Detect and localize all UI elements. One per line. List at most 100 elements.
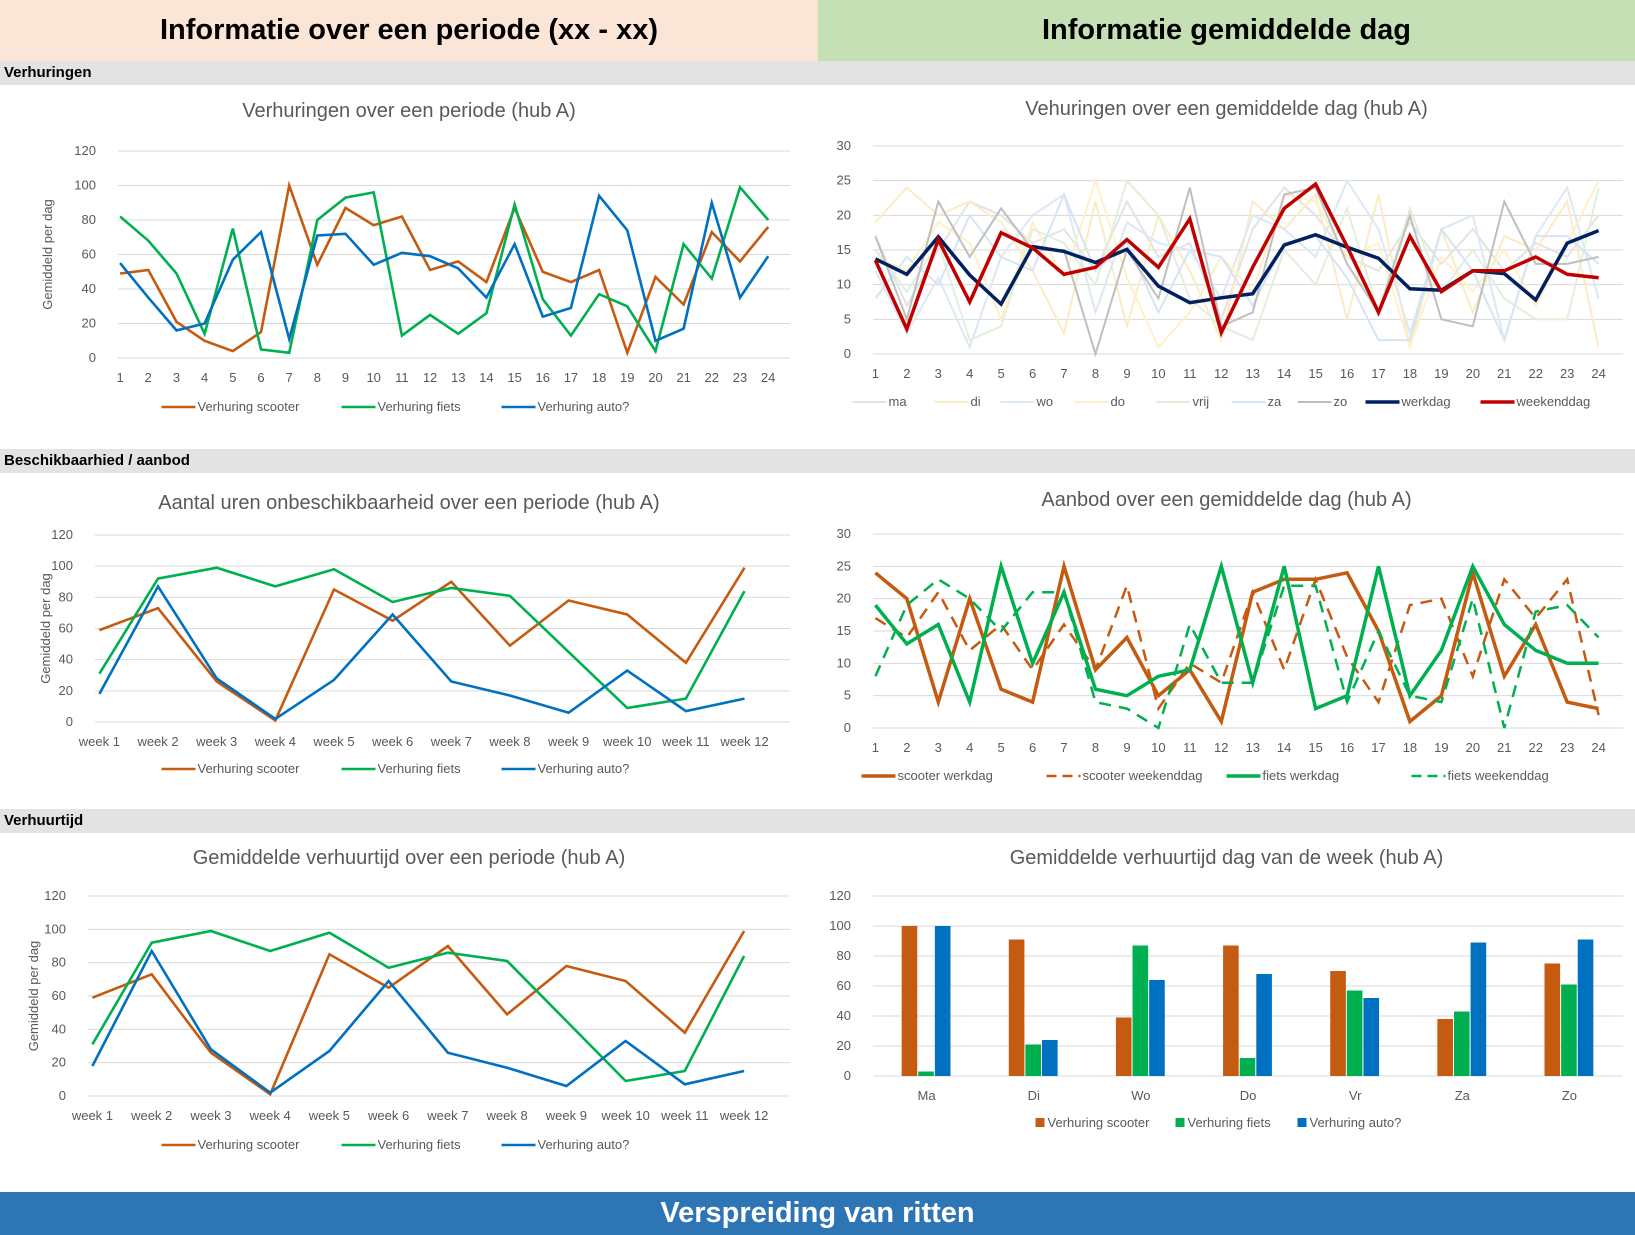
x-tick-label: 24 bbox=[761, 370, 775, 385]
bar-verhuring-auto bbox=[1470, 942, 1487, 1076]
legend-swatch bbox=[1035, 1118, 1045, 1127]
x-tick-label: 22 bbox=[705, 370, 719, 385]
x-tick-label: week 11 bbox=[661, 734, 709, 749]
line-scooter-weekenddag bbox=[874, 575, 1600, 716]
x-tick-label: 6 bbox=[1029, 366, 1036, 381]
legend-item: Verhuring scooter bbox=[1035, 1115, 1151, 1130]
legend-item: Verhuring auto? bbox=[501, 761, 629, 776]
legend-label: Verhuring scooter bbox=[1048, 1115, 1151, 1130]
legend-item: zo bbox=[1297, 394, 1347, 409]
bar-verhuring-scooter bbox=[1008, 939, 1025, 1076]
x-tick-label: 3 bbox=[935, 366, 942, 381]
chart-unavailability-period: Aantal uren onbeschikbaarheid over een p… bbox=[0, 473, 818, 809]
header-period: Informatie over een periode (xx - xx) bbox=[0, 0, 818, 61]
x-tick-label: 15 bbox=[507, 370, 521, 385]
x-tick-label: 4 bbox=[966, 366, 973, 381]
y-tick-label: 15 bbox=[837, 242, 851, 257]
bar-verhuring-fiets bbox=[1239, 1058, 1256, 1076]
y-tick-label: 60 bbox=[52, 988, 66, 1003]
x-tick-label: 3 bbox=[935, 740, 942, 755]
x-tick-label: 14 bbox=[1277, 366, 1291, 381]
x-tick-label: 19 bbox=[1434, 366, 1448, 381]
x-tick-label: 22 bbox=[1529, 740, 1543, 755]
x-tick-label: week 12 bbox=[719, 1108, 768, 1123]
chart-title: Gemiddelde verhuurtijd dag van de week (… bbox=[1010, 847, 1444, 869]
section-rental-time: Verhuurtijd bbox=[0, 809, 1635, 833]
x-tick-label: 8 bbox=[314, 370, 321, 385]
y-tick-label: 30 bbox=[837, 526, 851, 541]
line-verhuring-fiets bbox=[98, 566, 746, 710]
chart-svg: Vehuringen over een gemiddelde dag (hub … bbox=[837, 98, 1623, 409]
legend-item: Verhuring fiets bbox=[341, 399, 461, 414]
x-tick-label: week 10 bbox=[600, 1108, 649, 1123]
legend-label: Verhuring auto? bbox=[1310, 1115, 1402, 1130]
bar-verhuring-fiets bbox=[918, 1071, 934, 1076]
legend-item: ma bbox=[852, 394, 907, 409]
y-tick-label: 10 bbox=[837, 655, 851, 670]
x-tick-label: 13 bbox=[451, 370, 465, 385]
chart-title: Gemiddelde verhuurtijd over een periode … bbox=[193, 847, 625, 869]
legend-label: weekenddag bbox=[1516, 394, 1591, 409]
x-tick-label: 8 bbox=[1092, 740, 1099, 755]
x-tick-label: 10 bbox=[366, 370, 380, 385]
x-tick-label: week 9 bbox=[547, 734, 589, 749]
legend-label: Verhuring fiets bbox=[378, 761, 462, 776]
chart-svg: Gemiddelde verhuurtijd over een periode … bbox=[26, 847, 790, 1152]
x-tick-label: week 12 bbox=[719, 734, 768, 749]
x-tick-label: week 4 bbox=[249, 1108, 291, 1123]
y-tick-label: 60 bbox=[59, 621, 73, 636]
chart-title: Verhuringen over een periode (hub A) bbox=[242, 100, 576, 122]
x-tick-label: 20 bbox=[1466, 366, 1480, 381]
legend-label: do bbox=[1111, 394, 1125, 409]
legend-label: vrij bbox=[1193, 394, 1210, 409]
x-tick-label: Za bbox=[1455, 1088, 1471, 1103]
y-tick-label: 60 bbox=[82, 247, 96, 262]
x-tick-label: 16 bbox=[1340, 740, 1354, 755]
y-tick-label: 20 bbox=[52, 1055, 66, 1070]
y-tick-label: 120 bbox=[51, 527, 73, 542]
x-tick-label: week 11 bbox=[660, 1108, 708, 1123]
x-tick-label: 11 bbox=[1183, 366, 1197, 381]
chart-supply-average-day: Aanbod over een gemiddelde dag (hub A) 0 5… bbox=[818, 473, 1635, 809]
x-tick-label: 7 bbox=[286, 370, 293, 385]
x-tick-label: week 5 bbox=[312, 734, 354, 749]
legend-label: Verhuring auto? bbox=[538, 1137, 630, 1152]
header-average-day: Informatie gemiddelde dag bbox=[818, 0, 1635, 61]
y-tick-label: 0 bbox=[844, 346, 851, 361]
line-verhuring-auto bbox=[119, 192, 770, 345]
legend-label: za bbox=[1268, 394, 1283, 409]
legend-item: Verhuring fiets bbox=[341, 761, 462, 776]
x-tick-label: 23 bbox=[1560, 366, 1574, 381]
footer-trip-distribution: Verspreiding van ritten bbox=[0, 1192, 1635, 1235]
y-tick-label: 25 bbox=[837, 558, 851, 573]
x-tick-label: 12 bbox=[423, 370, 437, 385]
x-tick-label: 14 bbox=[479, 370, 493, 385]
line-verhuring-fiets bbox=[91, 929, 746, 1083]
x-tick-label: week 4 bbox=[254, 734, 296, 749]
legend-label: werkdag bbox=[1401, 394, 1451, 409]
x-tick-label: 13 bbox=[1245, 740, 1259, 755]
bar-verhuring-scooter bbox=[1437, 1019, 1453, 1076]
x-tick-label: 4 bbox=[201, 370, 208, 385]
bar-verhuring-auto bbox=[1577, 939, 1594, 1076]
chart-title: Aantal uren onbeschikbaarheid over een p… bbox=[158, 492, 659, 514]
x-tick-label: Di bbox=[1028, 1088, 1040, 1103]
chart-title: Vehuringen over een gemiddelde dag (hub … bbox=[1025, 98, 1428, 120]
y-tick-label: 40 bbox=[59, 652, 73, 667]
y-tick-label: 120 bbox=[74, 143, 96, 158]
line-verhuring-scooter bbox=[98, 567, 746, 723]
y-tick-label: 20 bbox=[837, 591, 851, 606]
y-tick-label: 30 bbox=[837, 138, 851, 153]
chart-rentals-average-day: Vehuringen over een gemiddelde dag (hub … bbox=[818, 85, 1635, 449]
x-tick-label: week 7 bbox=[430, 734, 472, 749]
bar-verhuring-scooter bbox=[1330, 971, 1346, 1076]
y-tick-label: 0 bbox=[89, 350, 96, 365]
chart-svg: Gemiddelde verhuurtijd dag van de week (… bbox=[829, 847, 1623, 1130]
legend-item: Verhuring fiets bbox=[341, 1137, 461, 1152]
legend-label: Verhuring scooter bbox=[198, 761, 301, 776]
bar-verhuring-auto bbox=[1042, 1040, 1058, 1076]
y-tick-label: 20 bbox=[82, 316, 96, 331]
legend-item: fiets weekenddag bbox=[1411, 768, 1549, 783]
x-tick-label: week 3 bbox=[195, 734, 237, 749]
y-tick-label: 5 bbox=[844, 311, 851, 326]
